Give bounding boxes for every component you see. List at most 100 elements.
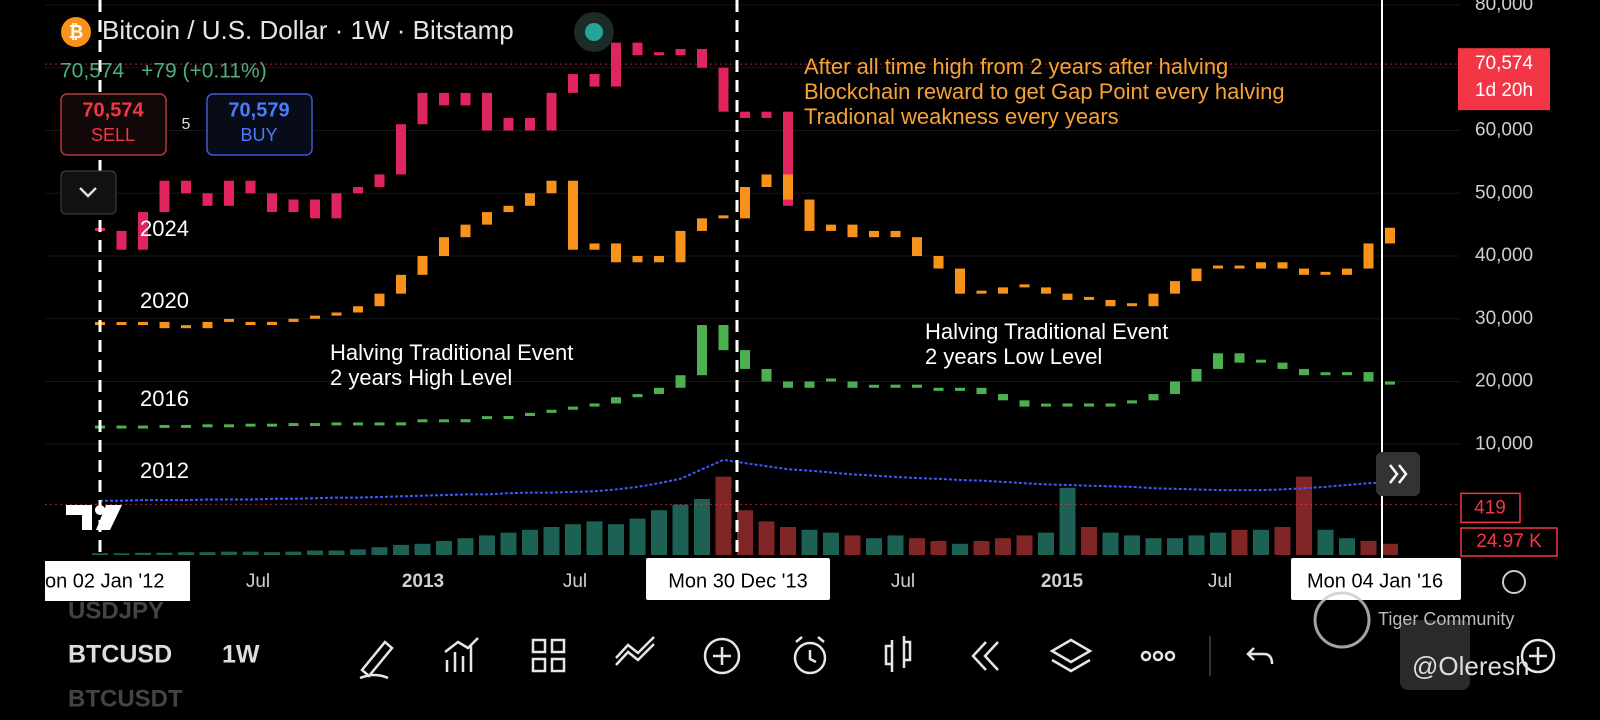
y-tick-label: 30,000 [1475, 308, 1533, 329]
candle [654, 52, 664, 56]
candle [138, 321, 148, 326]
event-label: Halving Traditional Event [925, 319, 1168, 344]
candle [546, 180, 557, 194]
y-tick-label: 50,000 [1475, 182, 1533, 203]
candle [288, 318, 299, 322]
candle [933, 387, 944, 391]
volume-bar [199, 552, 216, 555]
volume-bar [285, 551, 302, 555]
y-tick-label: 40,000 [1475, 245, 1533, 266]
candle [116, 322, 127, 326]
candle [1385, 381, 1395, 385]
annotation: Blockchain reward to get Gap Point every… [804, 79, 1285, 104]
volume-bar [844, 535, 861, 555]
candle [288, 423, 299, 427]
zoom-button[interactable] [1520, 638, 1556, 674]
candle [503, 416, 514, 420]
candle [245, 180, 256, 194]
volume-bar [586, 521, 603, 555]
candle [783, 381, 793, 388]
replay-tool[interactable] [971, 641, 999, 671]
collapse-button[interactable] [60, 170, 117, 215]
chevron-icon [79, 187, 97, 198]
volume-bar [1317, 529, 1334, 555]
add-tool[interactable] [703, 637, 741, 675]
candle [202, 321, 213, 329]
candle [1363, 243, 1374, 269]
sell-price: 70,574 [82, 99, 144, 121]
candle [417, 256, 428, 275]
candle [202, 193, 213, 206]
buy-button[interactable] [206, 93, 313, 156]
candle [955, 268, 965, 294]
volume-bar [1016, 535, 1033, 555]
volume-bar [371, 547, 388, 555]
candle [611, 243, 621, 263]
candle [181, 424, 191, 428]
candle [568, 180, 578, 250]
prev-symbol[interactable]: USDJPY [68, 597, 164, 624]
candle [1148, 293, 1159, 307]
alert-tool[interactable] [793, 641, 827, 675]
sell-label: SELL [91, 125, 135, 145]
candle [976, 387, 987, 395]
crosshair-date: Mon 04 Jan '16 [1307, 570, 1443, 592]
more-tool[interactable] [1140, 650, 1152, 662]
candle [1041, 287, 1051, 294]
candle [1277, 262, 1288, 269]
candle [1363, 372, 1374, 382]
candle [718, 67, 729, 112]
candle [267, 193, 277, 213]
candle [1234, 353, 1245, 363]
next-symbol[interactable]: BTCUSDT [68, 685, 183, 712]
settings-icon[interactable] [1502, 570, 1526, 594]
x-tick-label: Jul [246, 571, 270, 592]
candle [353, 186, 363, 194]
buy-label: BUY [240, 125, 277, 145]
volume-bar [672, 504, 689, 555]
candle [396, 124, 406, 175]
candle [159, 180, 170, 213]
candle [310, 315, 320, 319]
candle [353, 422, 363, 426]
layers-tool[interactable] [1049, 638, 1093, 673]
fullscreen-button[interactable] [1400, 620, 1470, 690]
candle [632, 42, 643, 56]
candle [503, 117, 514, 131]
candle [159, 321, 170, 329]
candle [847, 224, 858, 238]
volume-bar [995, 538, 1011, 555]
candle [955, 387, 965, 391]
candle [890, 384, 901, 388]
volume-bar [801, 529, 818, 555]
volume-tag-label: 24.97 K [1476, 531, 1542, 552]
bars-tool[interactable] [884, 636, 912, 672]
candle [589, 243, 600, 250]
candle [460, 92, 471, 106]
candle [525, 117, 535, 131]
candle [482, 212, 492, 225]
candle [546, 409, 557, 413]
volume-bar [1188, 535, 1205, 555]
candle [460, 224, 471, 238]
undo-tool[interactable] [1246, 647, 1274, 665]
volume-bar [1382, 543, 1398, 555]
indicators-tool[interactable] [444, 637, 479, 672]
symbol[interactable]: BTCUSD [68, 641, 172, 669]
volume-bar [715, 476, 732, 555]
sell-button[interactable] [60, 93, 167, 156]
candle [675, 375, 686, 388]
candle [525, 193, 535, 206]
candle [1191, 368, 1202, 382]
candle [331, 312, 342, 316]
volume-bar [1360, 541, 1377, 555]
interval[interactable]: 1W [222, 641, 260, 669]
draw-tool[interactable] [359, 640, 394, 680]
series-label: 2012 [140, 458, 189, 483]
candle [568, 406, 578, 410]
candle [1019, 284, 1030, 288]
buy-price: 70,579 [228, 99, 289, 121]
compare-tool[interactable] [615, 636, 655, 666]
layout-tool[interactable] [531, 638, 566, 673]
